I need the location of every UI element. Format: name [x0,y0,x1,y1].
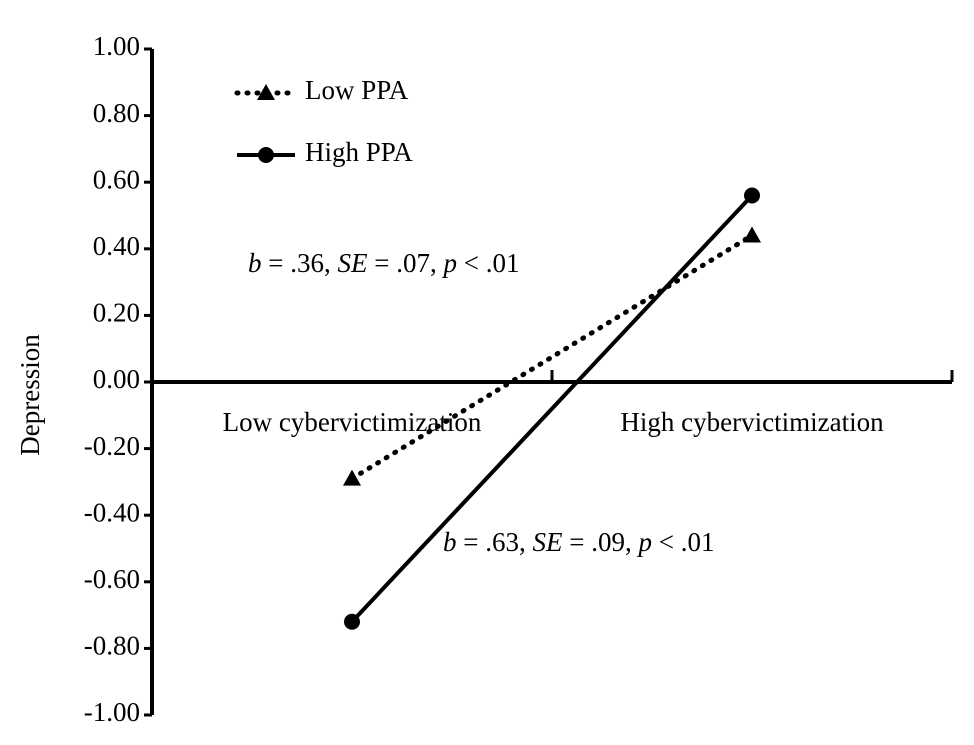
legend-item: Low PPA [234,75,409,105]
annotation-part: = .09, [562,527,638,557]
annotation-part: p [441,248,457,278]
series-line [350,194,754,624]
marker [344,613,360,630]
annotation: b = .36, SE = .07, p < .01 [248,248,519,278]
annotation-part: SE [337,248,368,278]
marker [743,226,761,243]
y-tick-label: -0.80 [84,631,140,661]
y-tick-label: -0.60 [84,564,140,594]
x-tick-label: Low cybervictimization [223,407,482,437]
annotation-part: < .01 [457,248,519,278]
marker [343,469,361,486]
annotation-part: = .63, [457,527,533,557]
legend-label: High PPA [305,137,413,167]
y-tick-label: 0.20 [93,298,140,328]
annotation-part: SE [532,527,563,557]
y-tick-label: -1.00 [84,697,140,727]
series-line [349,232,755,482]
legend-item: High PPA [237,137,413,167]
marker [258,147,274,163]
y-axis-label: Depression [15,334,45,456]
marker [744,187,760,204]
y-tick-label: 0.40 [93,231,140,261]
y-tick-label: 0.00 [93,364,140,394]
annotation-part: < .01 [652,527,714,557]
marker [257,84,275,100]
annotation-part: b [248,248,262,278]
y-tick-label: 0.60 [93,164,140,194]
y-tick-label: -0.20 [84,431,140,461]
annotation-part: b [443,527,457,557]
annotation-part: = .07, [367,248,443,278]
annotation-part: = .36, [262,248,338,278]
annotation: b = .63, SE = .09, p < .01 [443,527,714,557]
y-tick-label: 1.00 [93,31,140,61]
y-tick-label: -0.40 [84,497,140,527]
annotation-part: p [636,527,652,557]
legend-label: Low PPA [305,75,409,105]
y-tick-label: 0.80 [93,98,140,128]
x-tick-label: High cybervictimization [620,407,884,437]
